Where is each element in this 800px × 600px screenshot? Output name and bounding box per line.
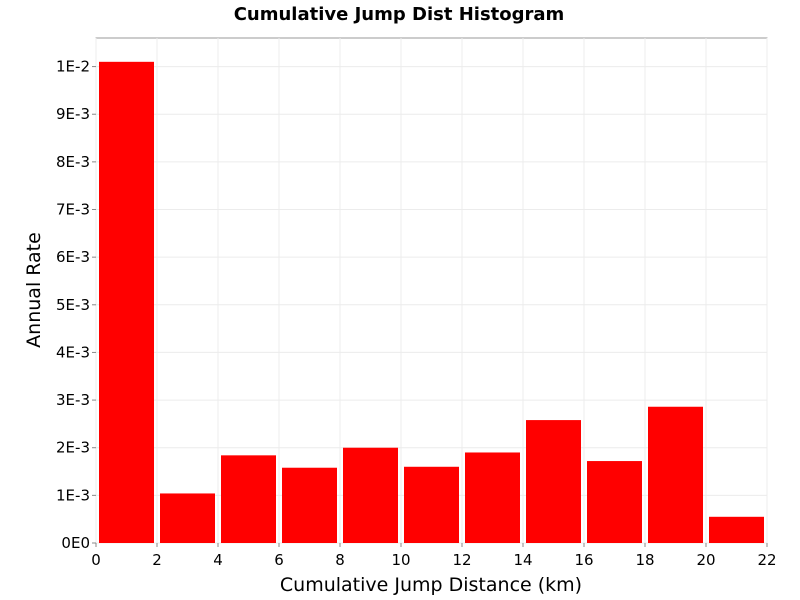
x-tick-label: 8 — [335, 551, 345, 569]
y-tick-label: 5E-3 — [56, 296, 90, 314]
histogram-bar — [465, 452, 520, 543]
x-tick-label: 22 — [757, 551, 776, 569]
x-tick-label: 6 — [274, 551, 284, 569]
x-tick-label: 14 — [513, 551, 532, 569]
chart-title: Cumulative Jump Dist Histogram — [234, 4, 565, 25]
x-tick-label: 4 — [213, 551, 223, 569]
x-tick-label: 12 — [452, 551, 471, 569]
histogram-bar — [526, 420, 581, 543]
y-tick-label: 3E-3 — [56, 391, 90, 409]
histogram-bar — [343, 447, 398, 543]
y-tick-label: 4E-3 — [56, 343, 90, 361]
y-tick-label: 2E-3 — [56, 439, 90, 457]
histogram-bar — [404, 466, 459, 543]
y-tick-label: 1E-2 — [56, 58, 90, 76]
histogram-bar — [648, 406, 703, 543]
histogram-bar — [160, 493, 215, 543]
x-axis-ticks: 0 2 4 6 8 10 12 14 16 18 20 22 — [91, 543, 777, 569]
x-tick-label: 2 — [152, 551, 162, 569]
y-axis-label: Annual Rate — [23, 232, 45, 348]
y-tick-label: 6E-3 — [56, 248, 90, 266]
x-tick-label: 20 — [696, 551, 715, 569]
y-tick-label: 9E-3 — [56, 105, 90, 123]
bars — [99, 61, 764, 544]
x-tick-label: 18 — [635, 551, 654, 569]
x-axis-label: Cumulative Jump Distance (km) — [280, 574, 582, 596]
y-axis-ticks: 0E0 1E-3 2E-3 3E-3 4E-3 5E-3 6E-3 7E-3 8E-3 9E-3 1… — [56, 58, 96, 552]
histogram-bar — [282, 467, 337, 543]
histogram-bar — [709, 516, 764, 543]
y-tick-label: 7E-3 — [56, 201, 90, 219]
x-tick-label: 16 — [574, 551, 593, 569]
x-tick-label: 0 — [91, 551, 101, 569]
y-tick-label: 8E-3 — [56, 153, 90, 171]
y-tick-label: 0E0 — [61, 534, 90, 552]
x-tick-label: 10 — [391, 551, 410, 569]
histogram-bar — [587, 461, 642, 543]
y-tick-label: 1E-3 — [56, 486, 90, 504]
histogram-bar — [99, 61, 154, 544]
histogram-bar — [221, 455, 276, 543]
